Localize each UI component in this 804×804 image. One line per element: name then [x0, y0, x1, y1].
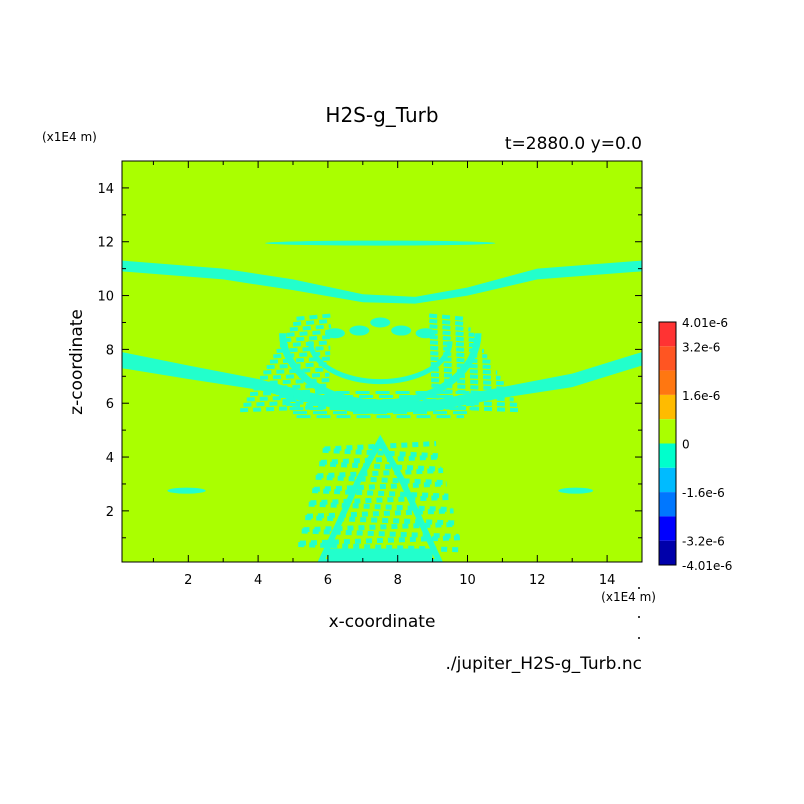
wing-stripe — [430, 372, 501, 380]
stray-dot — [638, 616, 640, 618]
column-stripe — [301, 528, 459, 539]
x-tick-label: 6 — [324, 573, 332, 588]
plot-frame — [121, 160, 643, 563]
wing-stripe — [279, 340, 331, 348]
negative-regions — [122, 240, 642, 562]
source-file-label: ./jupiter_H2S-g_Turb.nc — [446, 654, 642, 674]
y-tick-label: 2 — [106, 505, 114, 520]
column-stripe — [312, 488, 449, 499]
colorbar-label: -4.01e-6 — [682, 559, 732, 573]
blob — [391, 325, 412, 336]
stray-dot — [638, 587, 640, 589]
stray-dot — [638, 637, 640, 639]
column-stripe — [313, 481, 447, 492]
colorbar-swatch — [659, 467, 676, 493]
dome-arc-inner — [307, 341, 453, 385]
wing-stripe — [430, 361, 494, 370]
wing-stripe — [263, 367, 330, 375]
wing-stripe — [430, 367, 498, 375]
column-stripe — [319, 461, 442, 472]
wing-stripe — [269, 356, 331, 364]
x-tick-label: 14 — [599, 573, 616, 588]
y-tick-label: 14 — [97, 182, 114, 197]
colorbar-frame — [658, 321, 677, 566]
colorbar-swatch — [659, 516, 676, 541]
y-tick-label: 12 — [97, 236, 114, 251]
colorbar-swatch — [659, 370, 676, 395]
wing-stripe — [266, 361, 330, 370]
axes: 2 4 6 8 10 12 14 2 4 6 8 10 12 14 — [97, 160, 643, 588]
colorbar-swatch — [659, 322, 676, 347]
wing-stripe — [429, 324, 471, 332]
colorbar-label: 3.2e-6 — [682, 341, 720, 355]
y-unit-label: (x1E4 m) — [42, 130, 97, 144]
wing-stripe — [273, 351, 331, 359]
wing-stripe — [429, 318, 468, 327]
colorbar-swatch — [659, 419, 676, 444]
column-stripe — [317, 467, 444, 479]
colorbar-label: 1.6e-6 — [682, 389, 720, 403]
wing-stripe — [430, 345, 485, 354]
y-tick-label: 6 — [106, 397, 114, 412]
band-short — [167, 487, 206, 494]
wing-stripe — [430, 351, 488, 359]
x-tick-label: 10 — [459, 573, 476, 588]
colorbar-label: 0 — [682, 438, 690, 452]
band-short — [558, 487, 594, 494]
wing-stripe — [296, 313, 332, 321]
colorbar-swatch — [659, 443, 676, 468]
colorbar-swatch — [659, 346, 676, 371]
wing-stripe — [240, 404, 329, 413]
colorbar-label: 4.01e-6 — [682, 316, 728, 330]
colorbar-swatch — [659, 394, 676, 420]
wing-stripe — [276, 345, 331, 354]
column-stripe — [320, 454, 440, 465]
column-stripe — [303, 521, 458, 533]
column-stripe — [306, 508, 454, 519]
wing-stripe — [429, 340, 481, 348]
y-tick-label: 4 — [106, 451, 114, 466]
colorbar-swatch — [659, 492, 676, 517]
wing-stripe — [283, 335, 331, 343]
x-tick-label: 2 — [184, 573, 192, 588]
column-outline — [317, 434, 443, 562]
blob — [349, 325, 370, 336]
column-base — [327, 548, 433, 562]
y-tick-label: 8 — [106, 343, 114, 358]
y-tick-label: 10 — [97, 290, 114, 305]
wing-stripe — [289, 324, 332, 332]
x-unit-label: (x1E4 m) — [601, 590, 656, 604]
blob — [370, 317, 391, 328]
wing-stripe — [430, 356, 491, 364]
chart-subtitle: t=2880.0 y=0.0 — [505, 134, 642, 154]
wing-stripe — [432, 404, 521, 413]
x-tick-label: 12 — [529, 573, 546, 588]
colorbar-label: -1.6e-6 — [682, 486, 725, 500]
plot-area — [122, 161, 642, 562]
column-stripe — [308, 501, 452, 513]
x-tick-label: 8 — [394, 573, 402, 588]
wing-stripe — [259, 372, 330, 380]
chart-title: H2S-g_Turb — [325, 103, 438, 127]
x-axis-label: x-coordinate — [329, 612, 436, 632]
column-stripe — [305, 515, 456, 526]
column-stripe — [299, 535, 461, 546]
column-stripe — [310, 494, 451, 506]
wing-stripe — [286, 329, 332, 337]
colorbar-label: -3.2e-6 — [682, 534, 725, 548]
wing-stripe — [293, 318, 332, 327]
wing-stripe — [429, 335, 478, 343]
y-axis-label: z-coordinate — [67, 309, 87, 415]
band-lower — [122, 352, 642, 414]
column-stripe — [322, 447, 438, 459]
colorbar: 4.01e-6 3.2e-6 1.6e-6 0 -1.6e-6 -3.2e-6 -4.01e… — [658, 316, 732, 573]
x-tick-label: 4 — [254, 573, 262, 588]
band-thin-top — [265, 240, 496, 246]
colorbar-swatch — [659, 540, 676, 565]
band-upper — [122, 260, 642, 304]
wing-stripe — [429, 329, 475, 337]
wing-stripe — [428, 313, 465, 321]
